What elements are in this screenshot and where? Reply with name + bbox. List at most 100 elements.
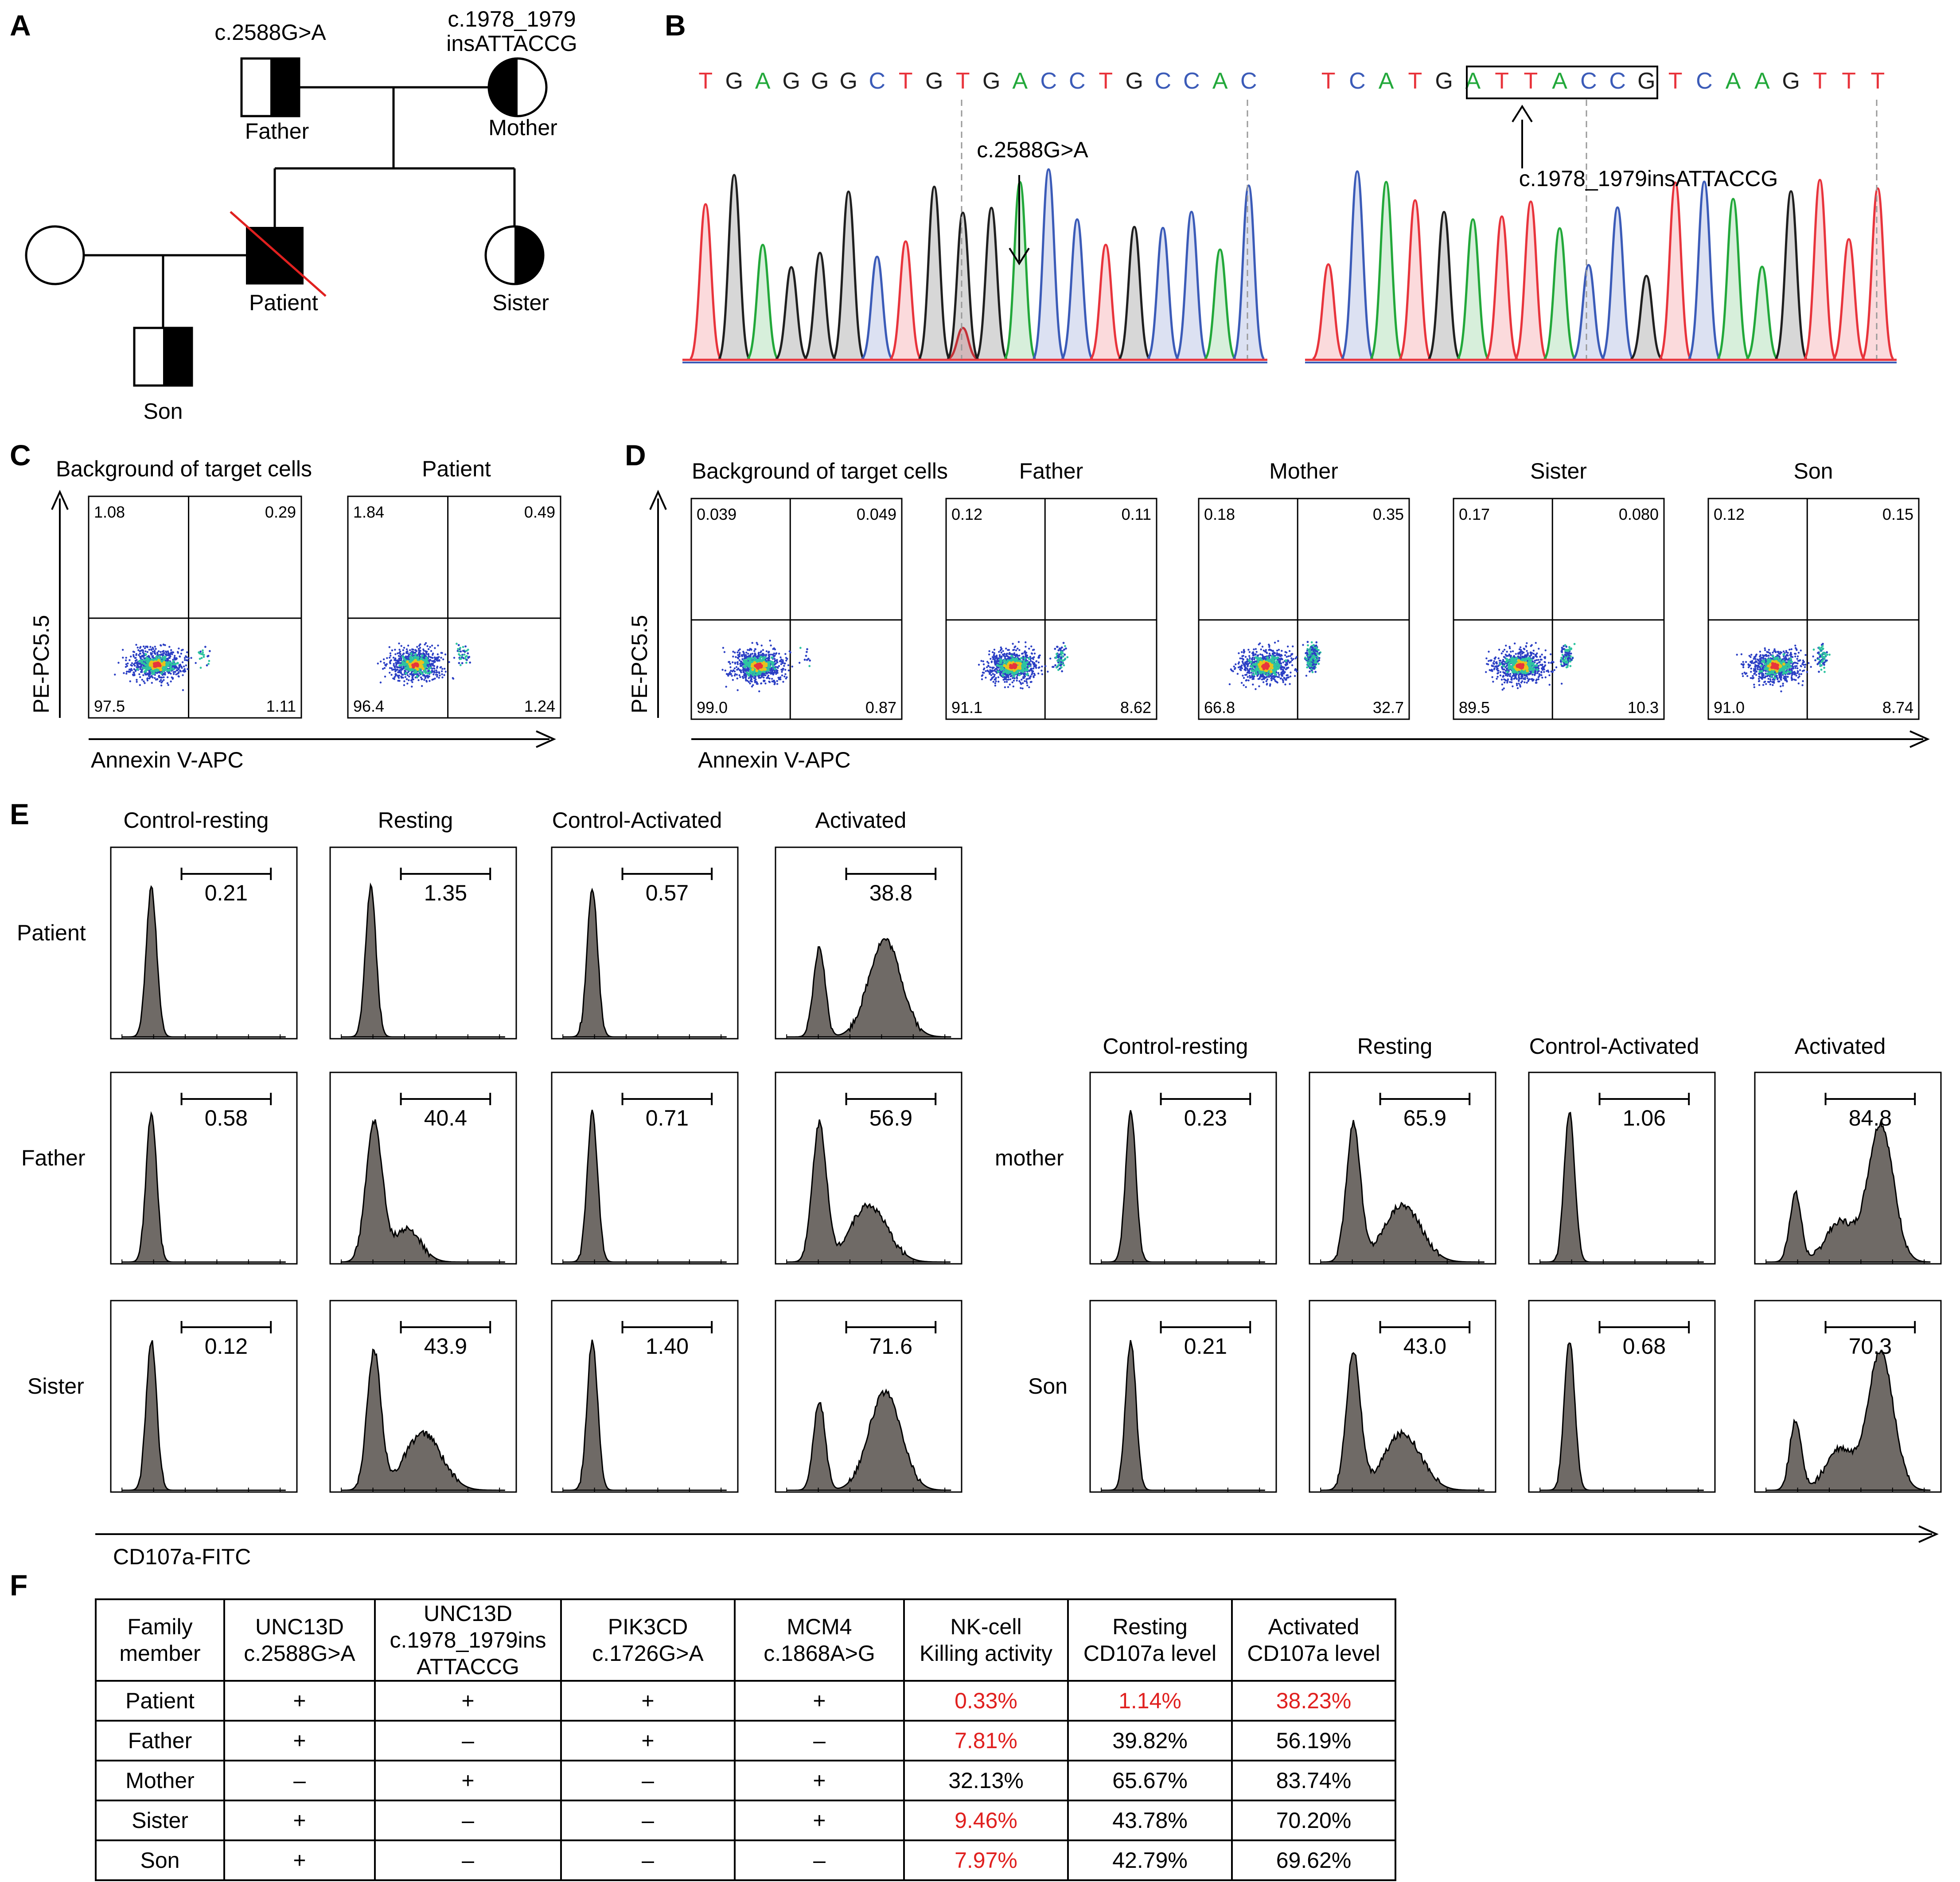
event-dot — [1035, 666, 1037, 669]
event-dot — [1026, 668, 1029, 671]
event-dot — [739, 648, 741, 651]
event-dot — [742, 677, 744, 679]
event-dot — [746, 680, 749, 682]
event-dot — [1239, 657, 1241, 659]
event-dot — [461, 655, 464, 657]
event-dot — [1023, 657, 1026, 660]
event-dot — [391, 649, 394, 651]
chromatogram-peak — [1204, 248, 1237, 360]
event-dot — [462, 646, 464, 648]
event-dot — [754, 648, 757, 651]
event-dot — [143, 655, 145, 657]
event-dot — [148, 672, 151, 674]
event-dot — [1261, 655, 1264, 657]
base-letter: T — [956, 68, 970, 94]
event-dot — [453, 657, 456, 659]
event-dot — [130, 655, 132, 658]
event-dot — [407, 644, 409, 647]
event-dot — [982, 674, 984, 676]
event-dot — [1265, 676, 1267, 678]
event-dot — [1026, 682, 1028, 684]
event-dot — [423, 679, 425, 681]
event-dot — [1248, 655, 1251, 657]
event-dot — [751, 642, 753, 644]
event-dot — [982, 671, 984, 674]
event-dot — [999, 649, 1001, 652]
event-dot — [734, 662, 736, 664]
event-dot — [379, 660, 382, 662]
event-dot — [1262, 674, 1264, 677]
event-dot — [169, 665, 172, 668]
event-dot — [143, 659, 146, 662]
event-dot — [1243, 651, 1246, 653]
event-dot — [425, 650, 427, 652]
base-letter: G — [1126, 68, 1143, 94]
event-dot — [175, 669, 178, 671]
event-dot — [179, 663, 181, 666]
event-dot — [132, 671, 135, 674]
event-dot — [414, 653, 417, 656]
event-dot — [1000, 668, 1003, 671]
event-dot — [1279, 655, 1282, 657]
event-dot — [1007, 649, 1009, 651]
event-dot — [986, 666, 988, 668]
event-dot — [1028, 661, 1030, 663]
event-dot — [418, 655, 421, 657]
base-letter: T — [1099, 68, 1113, 94]
event-dot — [1007, 678, 1010, 681]
event-dot — [1247, 649, 1250, 651]
event-dot — [459, 664, 462, 666]
event-dot — [1060, 666, 1063, 669]
event-dot — [1038, 656, 1040, 659]
event-dot — [114, 674, 116, 676]
event-dot — [207, 655, 209, 658]
event-dot — [1245, 679, 1248, 682]
event-dot — [396, 659, 398, 662]
event-dot — [382, 658, 385, 661]
event-dot — [153, 650, 156, 652]
event-dot — [184, 659, 186, 661]
quadrant-percent-lr: 1.24 — [524, 697, 555, 715]
event-dot — [140, 666, 143, 668]
event-dot — [427, 676, 429, 679]
event-dot — [1002, 670, 1005, 674]
event-dot — [419, 643, 421, 646]
event-dot — [1248, 675, 1251, 677]
chromatogram-peak — [717, 174, 751, 360]
event-dot — [400, 658, 402, 660]
event-dot — [409, 656, 412, 659]
event-dot — [172, 660, 175, 663]
event-dot — [782, 681, 784, 683]
event-dot — [1015, 657, 1018, 660]
event-dot — [400, 667, 403, 670]
base-letter: C — [1154, 68, 1171, 94]
event-dot — [1274, 675, 1277, 678]
event-dot — [126, 665, 129, 667]
event-dot — [180, 665, 183, 668]
event-dot — [398, 642, 400, 645]
event-dot — [199, 666, 202, 669]
event-dot — [1041, 673, 1044, 675]
dotplot-title: Background of target cells — [692, 459, 948, 483]
event-dot — [1268, 652, 1271, 655]
event-dot — [1056, 660, 1059, 662]
pedigree-mother-label: Mother — [488, 115, 557, 140]
event-dot — [1022, 668, 1025, 671]
event-dot — [162, 668, 165, 671]
event-dot — [160, 679, 162, 681]
quadrant-percent-ur: 0.11 — [1122, 505, 1151, 523]
event-dot — [743, 665, 746, 668]
event-dot — [1016, 677, 1018, 680]
event-dot — [152, 672, 156, 675]
chromatogram-peak — [1803, 179, 1837, 360]
event-dot — [421, 672, 424, 675]
event-dot — [987, 665, 990, 667]
event-dot — [1037, 661, 1040, 664]
event-dot — [408, 654, 410, 656]
chromatogram-peak — [1398, 199, 1432, 360]
event-dot — [986, 661, 989, 663]
event-dot — [426, 645, 429, 647]
event-dot — [749, 679, 752, 682]
pedigree-sister-symbol — [484, 225, 545, 285]
event-dot — [438, 672, 440, 674]
